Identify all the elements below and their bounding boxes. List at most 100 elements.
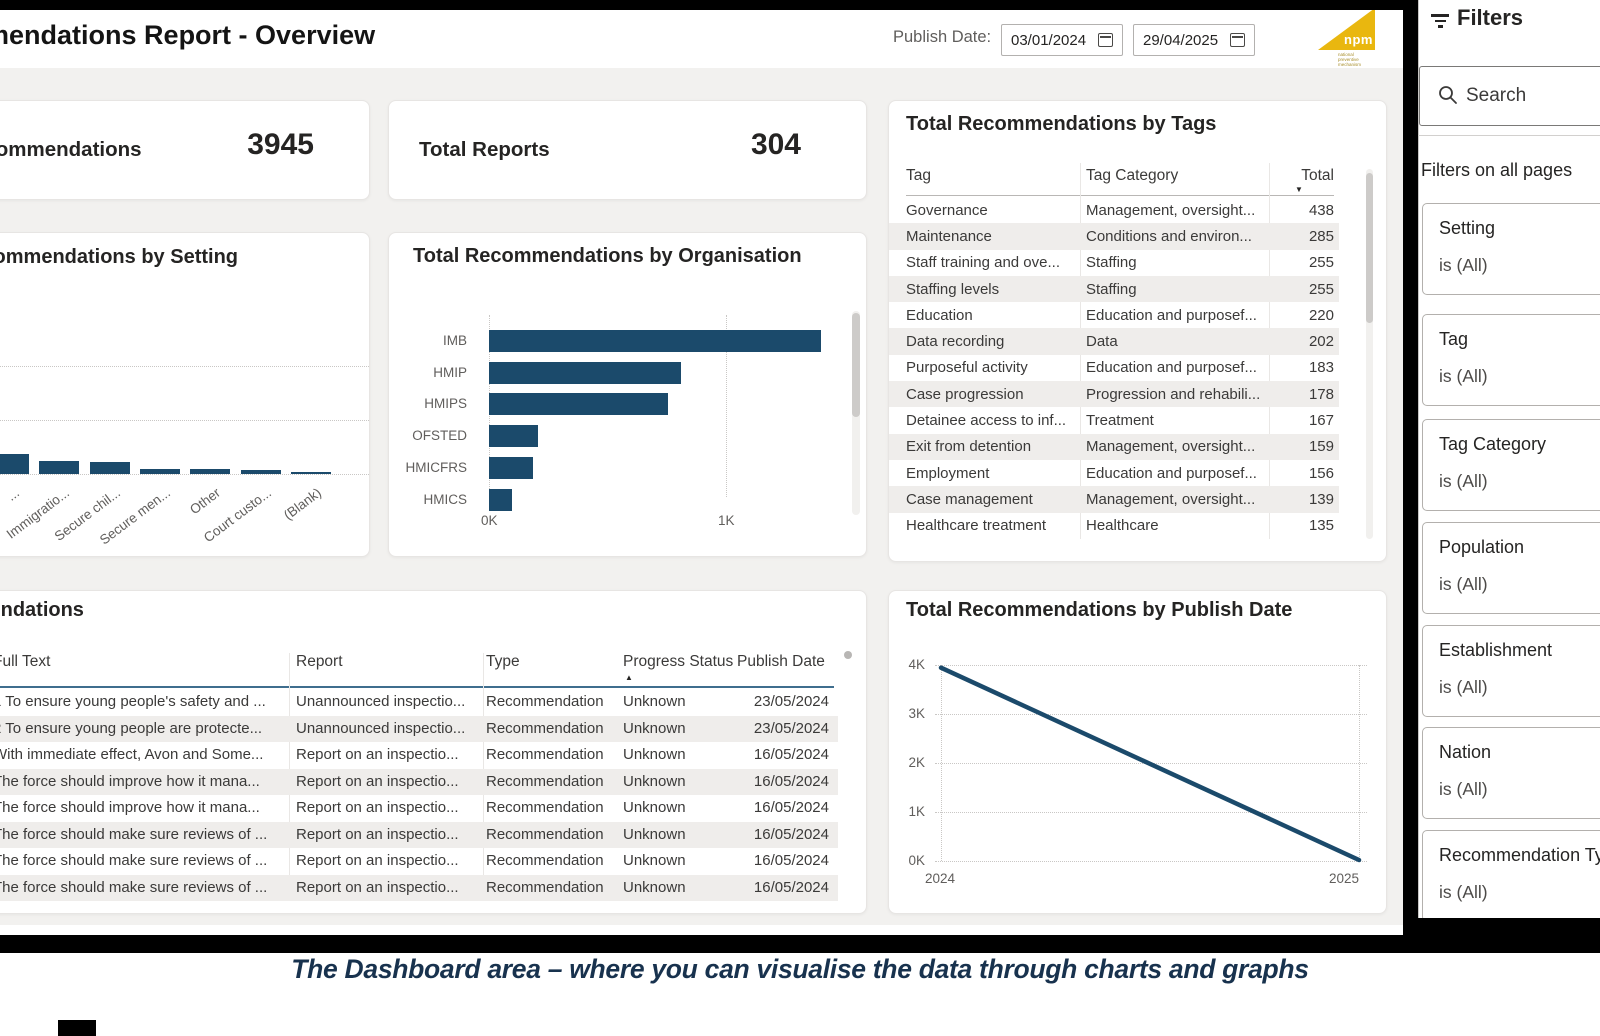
- org-bar[interactable]: [489, 488, 512, 511]
- full-text-cell: The force should make sure reviews of ..…: [0, 825, 268, 843]
- date-line-chart[interactable]: [889, 591, 1386, 913]
- tag-total-cell: 202: [1308, 333, 1334, 351]
- column-header-publish-date[interactable]: Publish Date: [737, 653, 825, 670]
- filter-card-population[interactable]: Population is (All): [1422, 522, 1600, 614]
- tag-total-cell: 156: [1308, 464, 1334, 482]
- publish-date-to-value: 29/04/2025: [1143, 31, 1219, 49]
- sort-ascending-icon[interactable]: ▲: [625, 673, 633, 682]
- filters-search-input[interactable]: [1419, 66, 1600, 126]
- filter-card-nation[interactable]: Nation is (All): [1422, 727, 1600, 819]
- tags-table-row[interactable]: Data recording Data 202: [889, 328, 1339, 355]
- org-axis-label: OFSTED: [412, 428, 467, 444]
- tags-table-title: Total Recommendations by Tags: [906, 113, 1217, 135]
- scrollbar-thumb[interactable]: [1366, 173, 1373, 323]
- column-header-full-text[interactable]: Full Text: [0, 653, 51, 670]
- column-header-tag[interactable]: Tag: [906, 167, 931, 184]
- calendar-icon[interactable]: [1230, 33, 1245, 47]
- tags-table-row[interactable]: Staffing levels Staffing 255: [889, 275, 1339, 303]
- y-axis-tick: 0K: [908, 853, 925, 868]
- recommendations-table-title: Recommendations: [0, 599, 84, 621]
- tag-category-cell: Conditions and environ...: [1086, 227, 1252, 245]
- report-cell: Report on an inspectio...: [296, 799, 459, 816]
- tags-table-row[interactable]: Employment Education and purposef... 156: [889, 460, 1339, 486]
- gridline: [935, 812, 1367, 813]
- npm-logo-text: npm: [1344, 32, 1373, 47]
- setting-chart-plot: ... Immigratio... Secure chil... Secure men…: [0, 233, 369, 556]
- tags-table-row[interactable]: Staff training and ove... Staffing 255: [889, 250, 1339, 276]
- setting-chart-card: Total Recommendations by Setting ...Immi…: [0, 232, 370, 557]
- recommendations-table-row[interactable]: The force should improve how it mana... R…: [0, 768, 838, 795]
- scrollbar-thumb[interactable]: [844, 651, 852, 659]
- org-bar[interactable]: [489, 456, 533, 479]
- setting-bar[interactable]: [190, 469, 231, 474]
- setting-bar[interactable]: [89, 462, 130, 474]
- filter-card-tag[interactable]: Tag is (All): [1422, 314, 1600, 406]
- filter-card-tag-category[interactable]: Tag Category is (All): [1422, 419, 1600, 511]
- report-cell: Unannounced inspectio...: [296, 719, 466, 737]
- tags-table-row[interactable]: Exit from detention Management, oversight…: [889, 433, 1339, 460]
- org-axis-label: IMB: [442, 333, 467, 348]
- org-bar[interactable]: [489, 425, 538, 448]
- tag-cell: Case management: [906, 490, 1033, 508]
- filter-card-establishment[interactable]: Establishment is (All): [1422, 625, 1600, 717]
- tag-total-cell: 438: [1308, 201, 1334, 219]
- column-header-total[interactable]: Total: [1301, 167, 1334, 184]
- recommendations-table-row[interactable]: The force should improve how it mana... R…: [0, 795, 838, 822]
- tags-table-row[interactable]: Case management Management, oversight... 1…: [889, 486, 1339, 513]
- setting-bar[interactable]: [139, 469, 180, 474]
- trend-line[interactable]: [938, 665, 1362, 863]
- setting-bar[interactable]: [290, 472, 331, 474]
- org-bar[interactable]: [489, 361, 681, 384]
- tags-table-row[interactable]: Education Education and purposef... 220: [889, 302, 1339, 328]
- caption: The Dashboard area – where you can visua…: [291, 954, 1309, 984]
- setting-bar[interactable]: [240, 470, 281, 474]
- kpi-card-total-recommendations: Total Recommendations 3945: [0, 100, 370, 200]
- sort-descending-icon[interactable]: ▼: [1295, 185, 1303, 194]
- setting-bar[interactable]: [0, 454, 29, 474]
- filter-card-setting[interactable]: Setting is (All): [1422, 203, 1600, 295]
- column-header-type[interactable]: Type: [486, 653, 520, 670]
- progress-status-cell: Unknown: [623, 852, 686, 869]
- scrollbar-thumb[interactable]: [852, 313, 860, 417]
- publish-date-label: Publish Date:: [893, 28, 992, 46]
- scrollbar[interactable]: [852, 311, 860, 515]
- tag-category-cell: Treatment: [1086, 412, 1154, 430]
- kpi-value: 304: [750, 128, 801, 161]
- filter-card-recommendation-type[interactable]: Recommendation Type is (All): [1422, 830, 1600, 922]
- setting-axis-label: (Blank): [280, 485, 324, 523]
- recommendations-table-row[interactable]: The force should make sure reviews of ..…: [0, 821, 838, 848]
- publish-date-from-input[interactable]: 03/01/2024: [1001, 24, 1123, 56]
- recommendations-table-row[interactable]: 1 To ensure young people's safety and ..…: [0, 689, 838, 716]
- tag-cell: Healthcare treatment: [906, 517, 1047, 535]
- scrollbar[interactable]: [1366, 169, 1373, 539]
- tags-table-row[interactable]: Detainee access to inf... Treatment 167: [889, 407, 1339, 433]
- gridline: [935, 861, 1367, 862]
- org-axis-label: HMICS: [423, 491, 468, 507]
- tag-category-cell: Education and purposef...: [1086, 306, 1257, 324]
- y-axis-tick: 1K: [908, 804, 925, 819]
- tags-table-row[interactable]: Maintenance Conditions and environ... 285: [889, 223, 1339, 250]
- progress-status-cell: Unknown: [623, 799, 686, 816]
- setting-bar[interactable]: [39, 461, 80, 474]
- tags-table-row[interactable]: Case progression Progression and rehabili…: [889, 381, 1339, 408]
- org-bar[interactable]: [489, 330, 821, 352]
- tags-table-row[interactable]: Purposeful activity Education and purpose…: [889, 355, 1339, 381]
- tag-cell: Maintenance: [906, 227, 992, 245]
- column-header-report[interactable]: Report: [296, 653, 343, 670]
- tags-table-row[interactable]: Governance Management, oversight... 438: [889, 197, 1339, 223]
- recommendations-table-row[interactable]: 2 To ensure young people are protecte...…: [0, 715, 838, 742]
- recommendations-table-row[interactable]: The force should make sure reviews of ..…: [0, 848, 838, 875]
- column-header-tag-category[interactable]: Tag Category: [1086, 167, 1179, 184]
- column-header-progress-status[interactable]: Progress Status: [623, 653, 734, 670]
- calendar-icon[interactable]: [1098, 33, 1113, 47]
- org-bar[interactable]: [489, 393, 668, 416]
- report-cell: Report on an inspectio...: [296, 878, 459, 896]
- tags-table-row[interactable]: Healthcare treatment Healthcare 135: [889, 513, 1339, 539]
- recommendations-table-row[interactable]: The force should make sure reviews of ..…: [0, 874, 838, 901]
- tag-category-cell: Staffing: [1086, 280, 1137, 298]
- report-cell: Report on an inspectio...: [296, 746, 459, 763]
- tags-table-body: Governance Management, oversight... 438 Mai…: [889, 197, 1339, 539]
- publish-date-to-input[interactable]: 29/04/2025: [1133, 24, 1255, 56]
- recommendations-table-row[interactable]: With immediate effect, Avon and Some... R…: [0, 742, 838, 769]
